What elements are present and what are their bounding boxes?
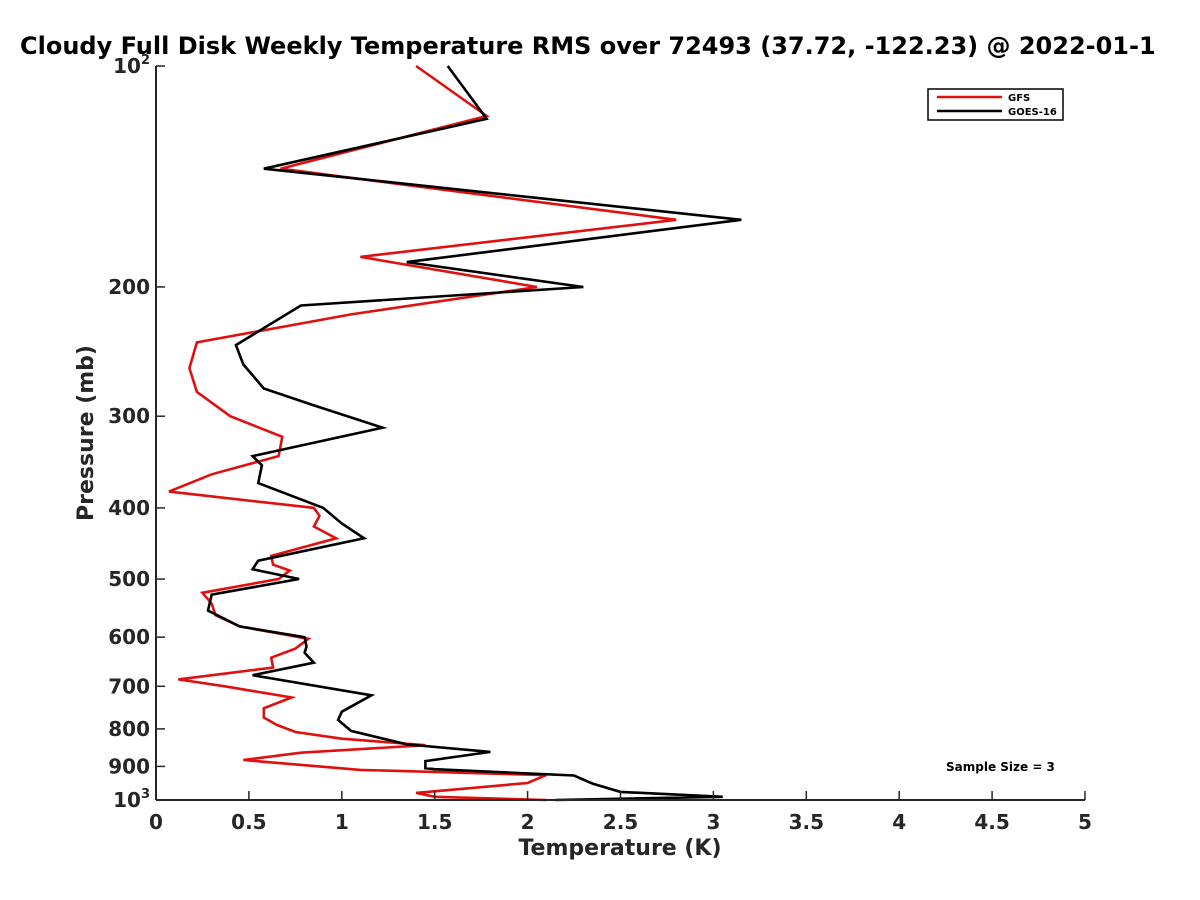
series-layer bbox=[168, 64, 742, 802]
y-tick-label: 800 bbox=[108, 717, 150, 741]
x-tick-label: 3.5 bbox=[789, 810, 824, 834]
x-tick-label: 5 bbox=[1078, 810, 1092, 834]
legend-box bbox=[927, 88, 1064, 121]
series-line-gfs bbox=[168, 64, 677, 802]
y-tick-label: 400 bbox=[108, 496, 150, 520]
x-tick-label: 3 bbox=[706, 810, 720, 834]
x-tick-label: 0.5 bbox=[231, 810, 266, 834]
y-tick-label: 300 bbox=[108, 404, 150, 428]
y-axis-label: Pressure (mb) bbox=[74, 345, 99, 521]
x-tick-label: 1 bbox=[335, 810, 349, 834]
x-axis-label: Temperature (K) bbox=[518, 836, 721, 861]
series-line-goes-16 bbox=[206, 65, 742, 802]
chart-title: Cloudy Full Disk Weekly Temperature RMS … bbox=[20, 32, 1156, 60]
y-tick-label: 200 bbox=[108, 275, 150, 299]
x-tick-label: 2 bbox=[521, 810, 535, 834]
y-axis-ticks: 102 200 300 400 500 600 700 800 900 103 bbox=[108, 53, 165, 812]
legend-label-gfs: GFS bbox=[1008, 93, 1030, 104]
x-tick-label: 1.5 bbox=[417, 810, 452, 834]
y-tick-label: 600 bbox=[108, 625, 150, 649]
y-tick-label: 102 bbox=[113, 53, 150, 78]
y-tick-label: 500 bbox=[108, 567, 150, 591]
x-tick-label: 4 bbox=[892, 810, 906, 834]
x-tick-label: 2.5 bbox=[603, 810, 638, 834]
x-axis-ticks: 0 0.5 1 1.5 2 2.5 3 3.5 4 4.5 5 bbox=[149, 791, 1092, 834]
x-tick-label: 4.5 bbox=[974, 810, 1009, 834]
y-tick-label: 103 bbox=[113, 787, 150, 812]
x-tick-label: 0 bbox=[149, 810, 163, 834]
y-tick-label: 900 bbox=[108, 754, 150, 778]
y-tick-label: 700 bbox=[108, 674, 150, 698]
legend: GFS GOES-16 bbox=[927, 88, 1064, 121]
plot-area bbox=[155, 64, 1085, 802]
sample-size-annotation: Sample Size = 3 bbox=[946, 760, 1055, 774]
legend-label-goes16: GOES-16 bbox=[1008, 107, 1057, 118]
